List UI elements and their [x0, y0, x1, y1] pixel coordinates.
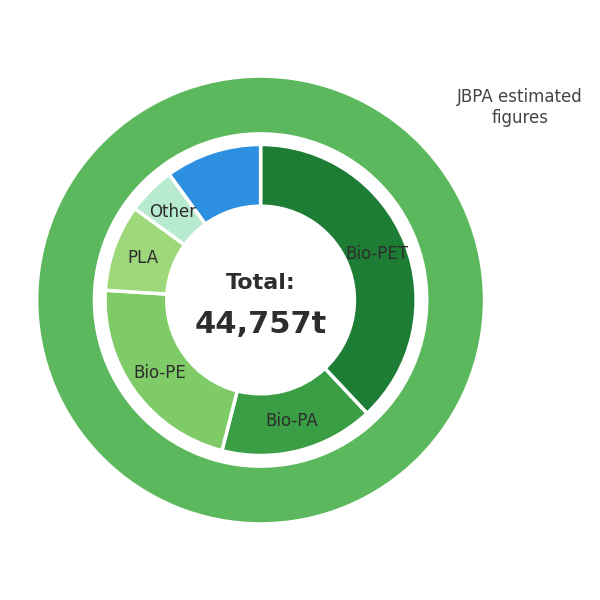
- Text: Bio-PE: Bio-PE: [133, 364, 186, 382]
- Wedge shape: [260, 145, 416, 413]
- Wedge shape: [38, 78, 483, 522]
- Text: Bio-PET: Bio-PET: [345, 245, 408, 263]
- Circle shape: [167, 206, 355, 394]
- Wedge shape: [169, 145, 260, 224]
- Wedge shape: [135, 174, 205, 245]
- Text: Bio-PA: Bio-PA: [265, 412, 318, 430]
- Wedge shape: [106, 209, 185, 294]
- Wedge shape: [105, 290, 237, 451]
- Text: Other: Other: [149, 203, 196, 221]
- Text: 44,757t: 44,757t: [194, 310, 327, 339]
- Text: JBPA estimated
figures: JBPA estimated figures: [457, 88, 583, 127]
- Text: PLA: PLA: [128, 249, 159, 267]
- Text: Total:: Total:: [226, 273, 295, 293]
- Wedge shape: [222, 368, 367, 455]
